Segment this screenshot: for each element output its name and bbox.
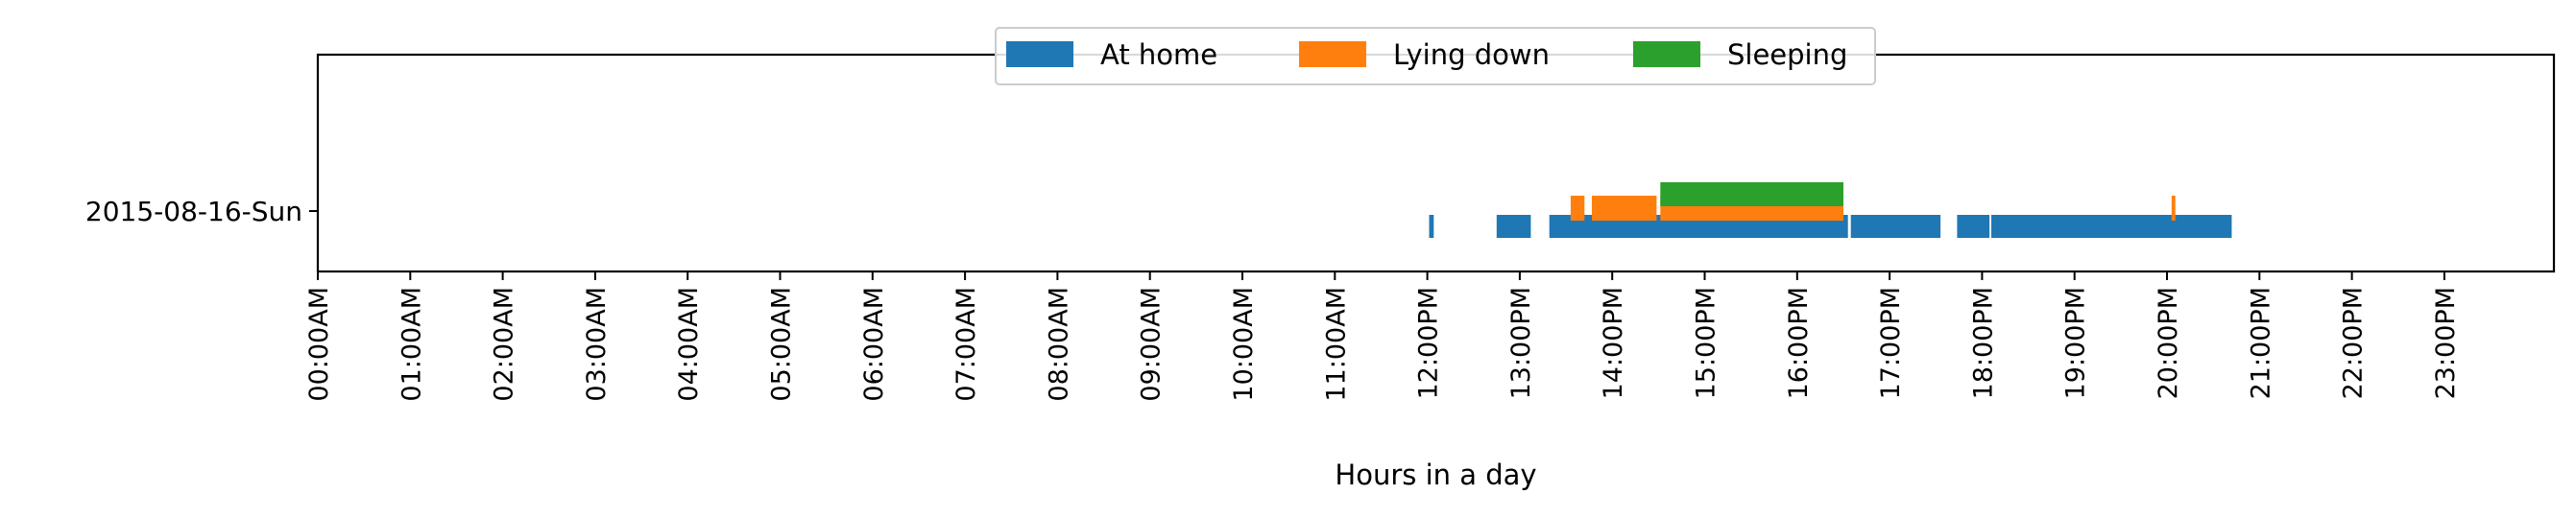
y-tick-label: 2015-08-16-Sun xyxy=(85,196,302,227)
x-tick-label: 15:00PM xyxy=(1692,287,1721,399)
bar-at-home-0 xyxy=(1429,215,1434,238)
legend-swatch-at-home xyxy=(1006,41,1073,67)
x-tick-label: 22:00PM xyxy=(2339,287,2369,399)
x-tick-label: 07:00AM xyxy=(951,287,981,402)
x-tick-label: 09:00AM xyxy=(1137,287,1167,402)
x-tick-label: 06:00AM xyxy=(859,287,889,402)
bar-at-home-1 xyxy=(1496,215,1531,238)
legend-swatch-sleeping xyxy=(1633,41,1700,67)
x-tick-label: 03:00AM xyxy=(582,287,612,402)
x-tick-label: 04:00AM xyxy=(674,287,704,402)
x-tick-label: 14:00PM xyxy=(1599,287,1628,399)
x-tick-label: 10:00AM xyxy=(1229,287,1259,402)
legend-label-at-home: At home xyxy=(1100,38,1217,71)
x-axis-label: Hours in a day xyxy=(1335,459,1536,491)
bar-sleeping-0 xyxy=(1660,182,1843,206)
bar-lying-down-3 xyxy=(2171,196,2176,221)
legend-swatch-lying-down xyxy=(1299,41,1366,67)
chart-marks xyxy=(1429,182,2232,238)
x-tick-label: 21:00PM xyxy=(2246,287,2275,399)
x-tick-label: 20:00PM xyxy=(2154,287,2183,399)
x-tick-label: 19:00PM xyxy=(2061,287,2091,399)
bar-at-home-4 xyxy=(1957,215,1990,238)
bar-lying-down-0 xyxy=(1570,196,1585,221)
x-tick-label: 08:00AM xyxy=(1044,287,1073,402)
x-tick-label: 02:00AM xyxy=(490,287,519,402)
bar-at-home-5 xyxy=(1991,215,2232,238)
x-tick-label: 11:00AM xyxy=(1321,287,1351,402)
x-tick-label: 12:00PM xyxy=(1414,287,1444,399)
x-tick-label: 00:00AM xyxy=(304,287,334,402)
bar-lying-down-1 xyxy=(1592,196,1657,221)
legend-label-sleeping: Sleeping xyxy=(1727,38,1847,71)
x-tick-label: 01:00AM xyxy=(397,287,426,402)
x-tick-label: 23:00PM xyxy=(2431,287,2461,399)
x-tick-label: 16:00PM xyxy=(1784,287,1814,399)
x-tick-label: 13:00PM xyxy=(1506,287,1536,399)
legend: At home Lying down Sleeping xyxy=(995,27,1876,85)
bar-at-home-3 xyxy=(1850,215,1941,238)
legend-label-lying-down: Lying down xyxy=(1393,38,1550,71)
x-tick-label: 17:00PM xyxy=(1876,287,1906,399)
x-tick-label: 05:00AM xyxy=(767,287,797,402)
x-tick-label: 18:00PM xyxy=(1968,287,1998,399)
